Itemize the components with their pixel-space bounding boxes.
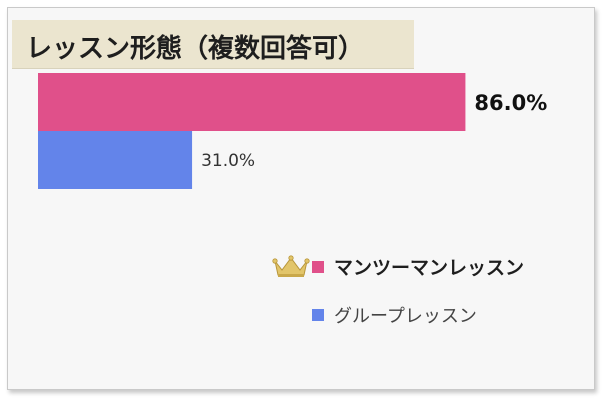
chart-title: レッスン形態（複数回答可） bbox=[26, 34, 365, 64]
legend-swatch-group bbox=[312, 309, 324, 321]
legend-item-group: グループレッスン bbox=[312, 302, 477, 328]
legend-item-man-to-man: マンツーマンレッスン bbox=[272, 253, 524, 280]
value-label-group: 31.0% bbox=[201, 151, 255, 171]
legend-label-man-to-man: マンツーマンレッスン bbox=[334, 257, 525, 279]
bar-man-to-man bbox=[38, 73, 466, 131]
bar-group bbox=[38, 131, 193, 189]
legend-swatch-man-to-man bbox=[312, 260, 324, 273]
value-label-man-to-man: 86.0% bbox=[474, 91, 547, 115]
chart-card bbox=[7, 7, 595, 390]
title-banner: レッスン形態（複数回答可） bbox=[12, 20, 414, 69]
crown-icon bbox=[272, 254, 310, 277]
legend-label-group: グループレッスン bbox=[334, 306, 477, 327]
